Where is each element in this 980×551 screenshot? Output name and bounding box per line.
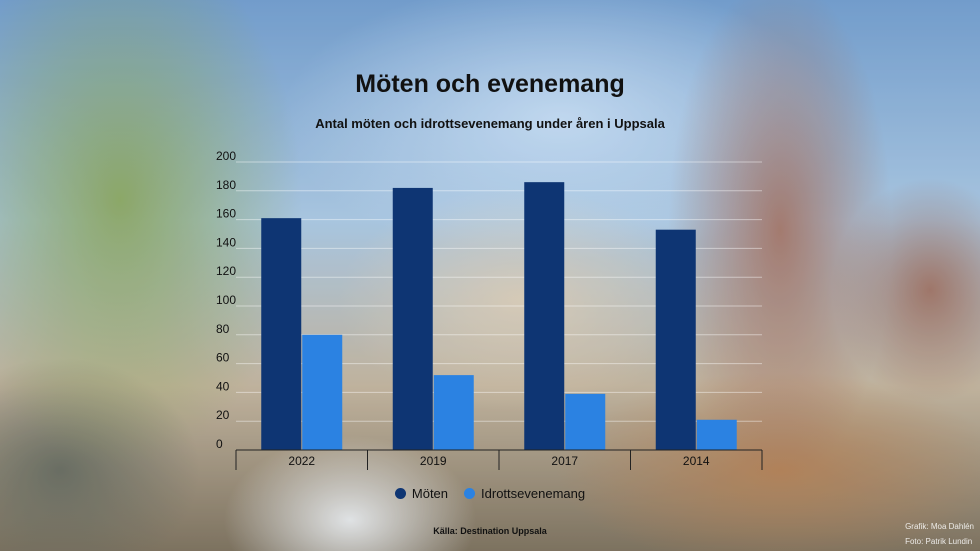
legend: Möten Idrottsevenemang	[0, 486, 980, 501]
bar-idrottsevenemang-2014	[696, 419, 737, 450]
source-note: Källa: Destination Uppsala	[433, 526, 547, 536]
bar-idrottsevenemang-2019	[433, 375, 474, 450]
y-tick-label: 40	[216, 379, 230, 393]
y-tick-label: 120	[216, 264, 236, 278]
bar-idrottsevenemang-2022	[302, 334, 343, 450]
bar-m-ten-2017	[524, 182, 565, 450]
x-tick-label: 2022	[288, 454, 315, 468]
x-tick-label: 2019	[420, 454, 447, 468]
x-tick-label: 2014	[683, 454, 710, 468]
y-tick-label: 180	[216, 178, 236, 192]
graphic-credit: Grafik: Moa Dahlén	[905, 522, 974, 531]
legend-swatch-moten	[394, 488, 406, 499]
legend-swatch-idrottsevenemang	[464, 488, 476, 499]
bar-m-ten-2014	[655, 229, 696, 450]
bar-m-ten-2019	[392, 187, 433, 451]
y-tick-label: 60	[216, 351, 230, 365]
chart-subtitle: Antal möten och idrottsevenemang under å…	[315, 116, 665, 131]
x-tick-label: 2017	[551, 454, 578, 468]
legend-label-moten: Möten	[411, 486, 449, 501]
photo-credit: Foto: Patrik Lundin	[905, 537, 973, 546]
y-tick-label: 80	[216, 322, 230, 336]
legend-item-idrottsevenemang: Idrottsevenemang	[464, 486, 585, 501]
bar-m-ten-2022	[261, 218, 302, 450]
bar-idrottsevenemang-2017	[565, 393, 606, 450]
chart-title: Möten och evenemang	[355, 70, 625, 98]
y-tick-label: 20	[216, 408, 230, 422]
y-tick-label: 0	[216, 437, 223, 451]
y-tick-label: 100	[216, 293, 236, 307]
y-tick-label: 160	[216, 207, 236, 221]
photo-credits: Grafik: Moa Dahlén Foto: Patrik Lundin	[905, 519, 974, 549]
legend-item-moten: Möten	[394, 486, 449, 501]
y-tick-label: 140	[216, 235, 236, 249]
y-tick-label: 200	[216, 149, 236, 163]
legend-label-idrottsevenemang: Idrottsevenemang	[481, 486, 586, 501]
